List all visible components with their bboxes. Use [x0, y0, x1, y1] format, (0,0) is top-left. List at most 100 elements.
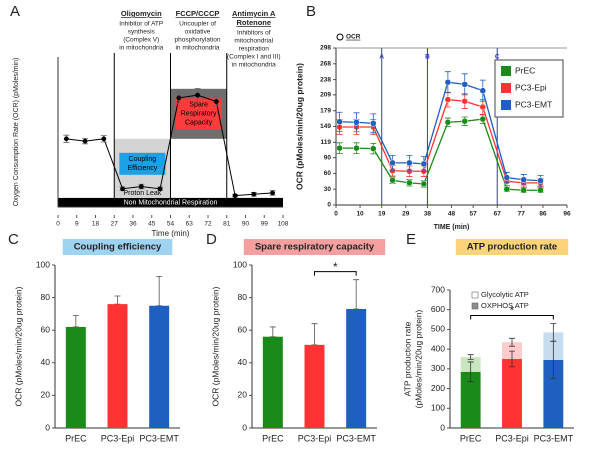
data-point — [420, 180, 428, 188]
y-tick-label: 200 — [431, 383, 445, 393]
data-point — [503, 174, 511, 181]
data-point — [461, 81, 468, 88]
bar-segment — [543, 359, 564, 428]
error-bar — [156, 276, 163, 307]
y-tick-label: 60 — [238, 324, 248, 334]
y-tick-label: 119 — [321, 139, 332, 146]
chart-title: ATP production rate — [467, 242, 557, 253]
series-line — [66, 94, 273, 197]
x-tick-label: PC3-Epi — [101, 433, 135, 443]
x-tick-label: 57 — [470, 211, 478, 218]
data-point — [101, 136, 107, 142]
x-tick-label: 90 — [242, 221, 250, 228]
series-line — [339, 118, 541, 191]
x-tick-label: PrEC — [460, 433, 482, 443]
x-tick-label: 18 — [92, 221, 100, 228]
injection-note: (Complex I and III) — [227, 54, 280, 61]
x-tick-label: PC3-EMT — [534, 433, 574, 443]
data-point — [520, 186, 527, 194]
data-point — [479, 103, 487, 111]
error-bar — [509, 337, 515, 347]
data-point — [157, 186, 163, 192]
significance-label: * — [510, 304, 515, 318]
x-tick-label: 10 — [356, 211, 364, 218]
legend-swatch — [471, 302, 479, 310]
error-bar — [467, 361, 474, 383]
injection-note: oxidative — [185, 29, 211, 36]
error-bar — [467, 354, 474, 360]
y-tick-label: 100 — [36, 259, 50, 269]
data-point — [138, 184, 144, 189]
significance-label: * — [333, 260, 338, 274]
data-point — [389, 176, 396, 184]
data-point — [232, 193, 238, 199]
region — [114, 188, 171, 198]
x-tick-label: PC3-EMT — [336, 433, 376, 443]
bar — [346, 309, 367, 428]
data-point — [389, 159, 396, 167]
y-tick-label: 0 — [242, 422, 247, 432]
data-point — [353, 119, 360, 126]
x-tick-label: 77 — [518, 211, 526, 218]
injection-name: FCCP/CCCP — [176, 9, 220, 18]
data-point — [406, 159, 413, 167]
data-point — [353, 144, 360, 152]
x-tick-label: 36 — [129, 221, 137, 228]
injection-note: (Complex V) — [123, 37, 159, 44]
chart-title: Spare respiratory capacity — [255, 242, 375, 253]
y-tick-label: 600 — [431, 304, 445, 314]
panel-letter: A — [10, 3, 20, 20]
y-tick-label: 90 — [324, 154, 332, 161]
region-label: Respiratory — [181, 111, 217, 118]
x-axis-label: TIME (min) — [434, 224, 470, 231]
x-tick-label: 63 — [186, 221, 194, 228]
data-point — [370, 145, 377, 152]
y-tick-label: 0 — [440, 422, 445, 432]
x-tick-label: 29 — [402, 211, 410, 218]
y-tick-label: 149 — [320, 123, 331, 130]
error-bar — [269, 326, 276, 338]
panel-letter: B — [306, 3, 316, 20]
x-tick-label: 108 — [278, 221, 289, 228]
legend-swatch — [501, 100, 511, 110]
y-tick-label: 500 — [431, 324, 445, 334]
legend-label: Glycolytic ATP — [481, 290, 529, 299]
region-label: Proton Leak — [124, 190, 162, 197]
bar — [149, 305, 170, 428]
bar-segment — [460, 371, 481, 428]
x-tick-label: 45 — [148, 221, 156, 228]
error-bar — [353, 279, 360, 310]
y-axis-label: ATP production rate — [402, 321, 412, 396]
legend-label: PC3-Epi — [515, 82, 547, 92]
data-point — [336, 144, 343, 152]
data-point — [176, 95, 182, 101]
data-point — [63, 136, 69, 142]
x-tick-label: 72 — [204, 221, 212, 228]
x-tick-label: 54 — [167, 221, 175, 228]
injection-name: C — [495, 54, 500, 61]
x-tick-label: 99 — [261, 221, 269, 228]
panel-letter: E — [406, 231, 416, 248]
y-tick-label: 179 — [320, 107, 331, 114]
x-tick-label: PrEC — [65, 433, 87, 443]
y-tick-label: 700 — [431, 284, 445, 294]
x-tick-label: PC3-EMT — [139, 433, 179, 443]
y-axis-label: (pMoles/min/20ug protein) — [413, 309, 423, 408]
x-tick-label: 0 — [334, 211, 338, 218]
data-point — [406, 179, 413, 187]
legend-swatch — [471, 291, 479, 299]
bar-segment — [502, 342, 522, 359]
data-point — [120, 186, 126, 192]
y-tick-label: 60 — [41, 324, 51, 334]
data-point — [537, 186, 544, 194]
error-bar — [72, 315, 79, 328]
significance-bracket — [470, 315, 554, 320]
region-label: Coupling — [129, 156, 157, 163]
injection-note: in mitochondria — [175, 45, 219, 52]
y-tick-label: 100 — [431, 403, 445, 413]
x-tick-label: 27 — [111, 221, 119, 228]
injection-name: Antimycin A — [232, 9, 276, 18]
data-point — [444, 78, 452, 86]
injection-note: phosphorylation — [175, 37, 221, 44]
data-point — [82, 138, 88, 144]
